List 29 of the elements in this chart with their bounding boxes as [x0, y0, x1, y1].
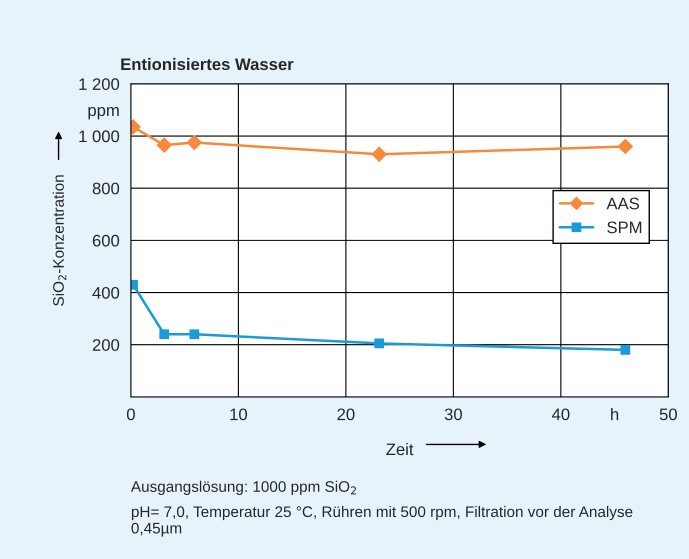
point: [620, 345, 630, 355]
x-tick-label: 30: [444, 408, 462, 420]
legend-label: SPM: [607, 222, 642, 234]
y-axis-title: SiO$_{2}$-Konzentration: [52, 175, 66, 306]
x-tick-label: 40: [552, 408, 570, 420]
y-tick-label: 1 200: [79, 78, 120, 90]
y-tick-label: ppm: [88, 107, 119, 120]
text: pH= 7,0, Temperatur 25 °C, Rühren mit 500 rpm, Filtration vor der Analyse 0,45µm: [132, 506, 632, 537]
text: Ausgangslösung: 1000 ppm SiO$_{2}$: [130, 480, 356, 495]
x-tick-label: 0: [126, 408, 135, 420]
point: [372, 146, 387, 162]
point: [186, 134, 202, 150]
point: [374, 338, 384, 348]
x-tick-label: 20: [337, 408, 354, 420]
y-tick-label: 200: [92, 339, 120, 351]
y-tick-label: 600: [92, 234, 120, 247]
x-tick-label: h: [611, 408, 618, 420]
x-axis-title: Zeit: [386, 442, 414, 456]
point: [156, 138, 172, 153]
legend-label: AAS: [606, 198, 640, 210]
y-tick-label: 800: [92, 182, 120, 194]
point: [189, 329, 200, 340]
chart-title: Entionisiertes Wasser: [121, 58, 294, 70]
x-tick-label: 10: [230, 408, 248, 420]
y-tick-label: 1 000: [79, 130, 120, 142]
y-tick-label: 400: [92, 286, 120, 299]
point: [618, 138, 633, 154]
point: [159, 329, 170, 340]
x-tick-label: 50: [660, 408, 677, 420]
